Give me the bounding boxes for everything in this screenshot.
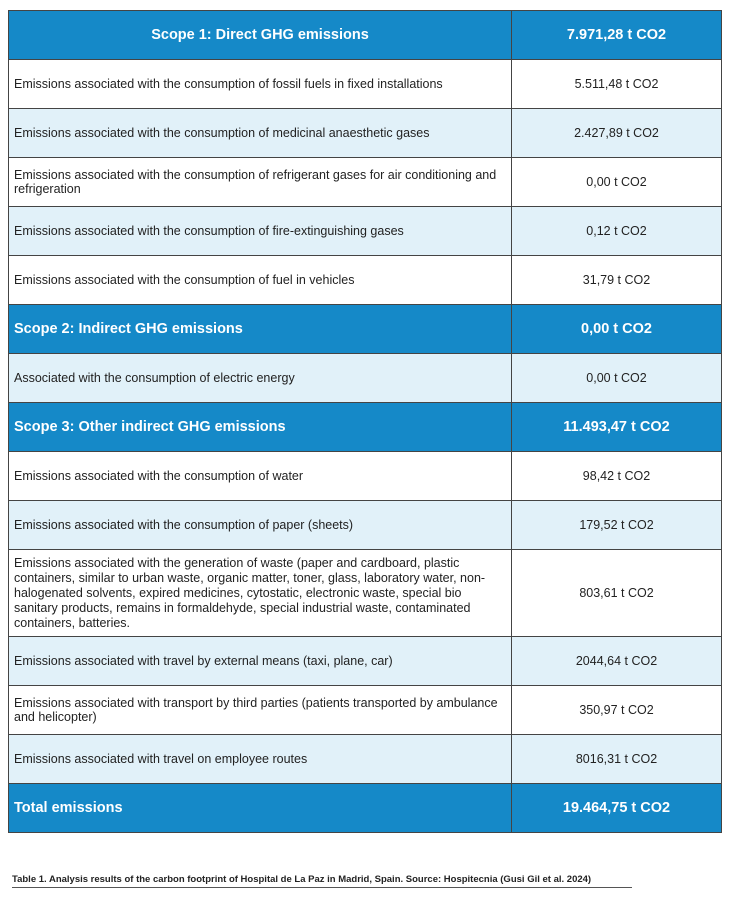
row-label: Emissions associated with the consumptio… xyxy=(8,157,512,207)
table-row: Emissions associated with the consumptio… xyxy=(8,157,722,207)
row-label: Emissions associated with the consumptio… xyxy=(8,108,512,158)
row-label: Emissions associated with the consumptio… xyxy=(8,206,512,256)
table-row: Emissions associated with the generation… xyxy=(8,549,722,637)
scope2-header-row: Scope 2: Indirect GHG emissions 0,00 t C… xyxy=(8,304,722,354)
total-label: Total emissions xyxy=(8,783,512,833)
scope2-label: Scope 2: Indirect GHG emissions xyxy=(8,304,512,354)
row-label: Emissions associated with the consumptio… xyxy=(8,59,512,109)
row-value: 2.427,89 t CO2 xyxy=(511,108,722,158)
row-label: Emissions associated with travel on empl… xyxy=(8,734,512,784)
row-label: Emissions associated with transport by t… xyxy=(8,685,512,735)
total-value: 19.464,75 t CO2 xyxy=(511,783,722,833)
row-value: 350,97 t CO2 xyxy=(511,685,722,735)
row-label: Associated with the consumption of elect… xyxy=(8,353,512,403)
scope3-header-row: Scope 3: Other indirect GHG emissions 11… xyxy=(8,402,722,452)
row-value: 179,52 t CO2 xyxy=(511,500,722,550)
table-row: Emissions associated with travel on empl… xyxy=(8,734,722,784)
scope3-label: Scope 3: Other indirect GHG emissions xyxy=(8,402,512,452)
scope3-value: 11.493,47 t CO2 xyxy=(511,402,722,452)
row-label: Emissions associated with the consumptio… xyxy=(8,255,512,305)
row-value: 0,00 t CO2 xyxy=(511,353,722,403)
row-value: 2044,64 t CO2 xyxy=(511,636,722,686)
row-label: Emissions associated with the consumptio… xyxy=(8,500,512,550)
row-label: Emissions associated with the generation… xyxy=(8,549,512,637)
row-label: Emissions associated with travel by exte… xyxy=(8,636,512,686)
row-value: 8016,31 t CO2 xyxy=(511,734,722,784)
table-row: Emissions associated with travel by exte… xyxy=(8,636,722,686)
table-caption: Table 1. Analysis results of the carbon … xyxy=(12,874,632,888)
table-row: Emissions associated with the consumptio… xyxy=(8,500,722,550)
emissions-table: Scope 1: Direct GHG emissions 7.971,28 t… xyxy=(8,10,722,833)
scope1-header-row: Scope 1: Direct GHG emissions 7.971,28 t… xyxy=(8,10,722,60)
scope1-value: 7.971,28 t CO2 xyxy=(511,10,722,60)
table-row: Associated with the consumption of elect… xyxy=(8,353,722,403)
table-row: Emissions associated with the consumptio… xyxy=(8,206,722,256)
scope1-label: Scope 1: Direct GHG emissions xyxy=(8,10,512,60)
row-label: Emissions associated with the consumptio… xyxy=(8,451,512,501)
row-value: 31,79 t CO2 xyxy=(511,255,722,305)
total-row: Total emissions 19.464,75 t CO2 xyxy=(8,783,722,833)
table-row: Emissions associated with the consumptio… xyxy=(8,59,722,109)
row-value: 98,42 t CO2 xyxy=(511,451,722,501)
table-row: Emissions associated with the consumptio… xyxy=(8,255,722,305)
table-row: Emissions associated with the consumptio… xyxy=(8,108,722,158)
row-value: 5.511,48 t CO2 xyxy=(511,59,722,109)
scope2-value: 0,00 t CO2 xyxy=(511,304,722,354)
row-value: 0,00 t CO2 xyxy=(511,157,722,207)
table-row: Emissions associated with transport by t… xyxy=(8,685,722,735)
row-value: 803,61 t CO2 xyxy=(511,549,722,637)
row-value: 0,12 t CO2 xyxy=(511,206,722,256)
table-row: Emissions associated with the consumptio… xyxy=(8,451,722,501)
